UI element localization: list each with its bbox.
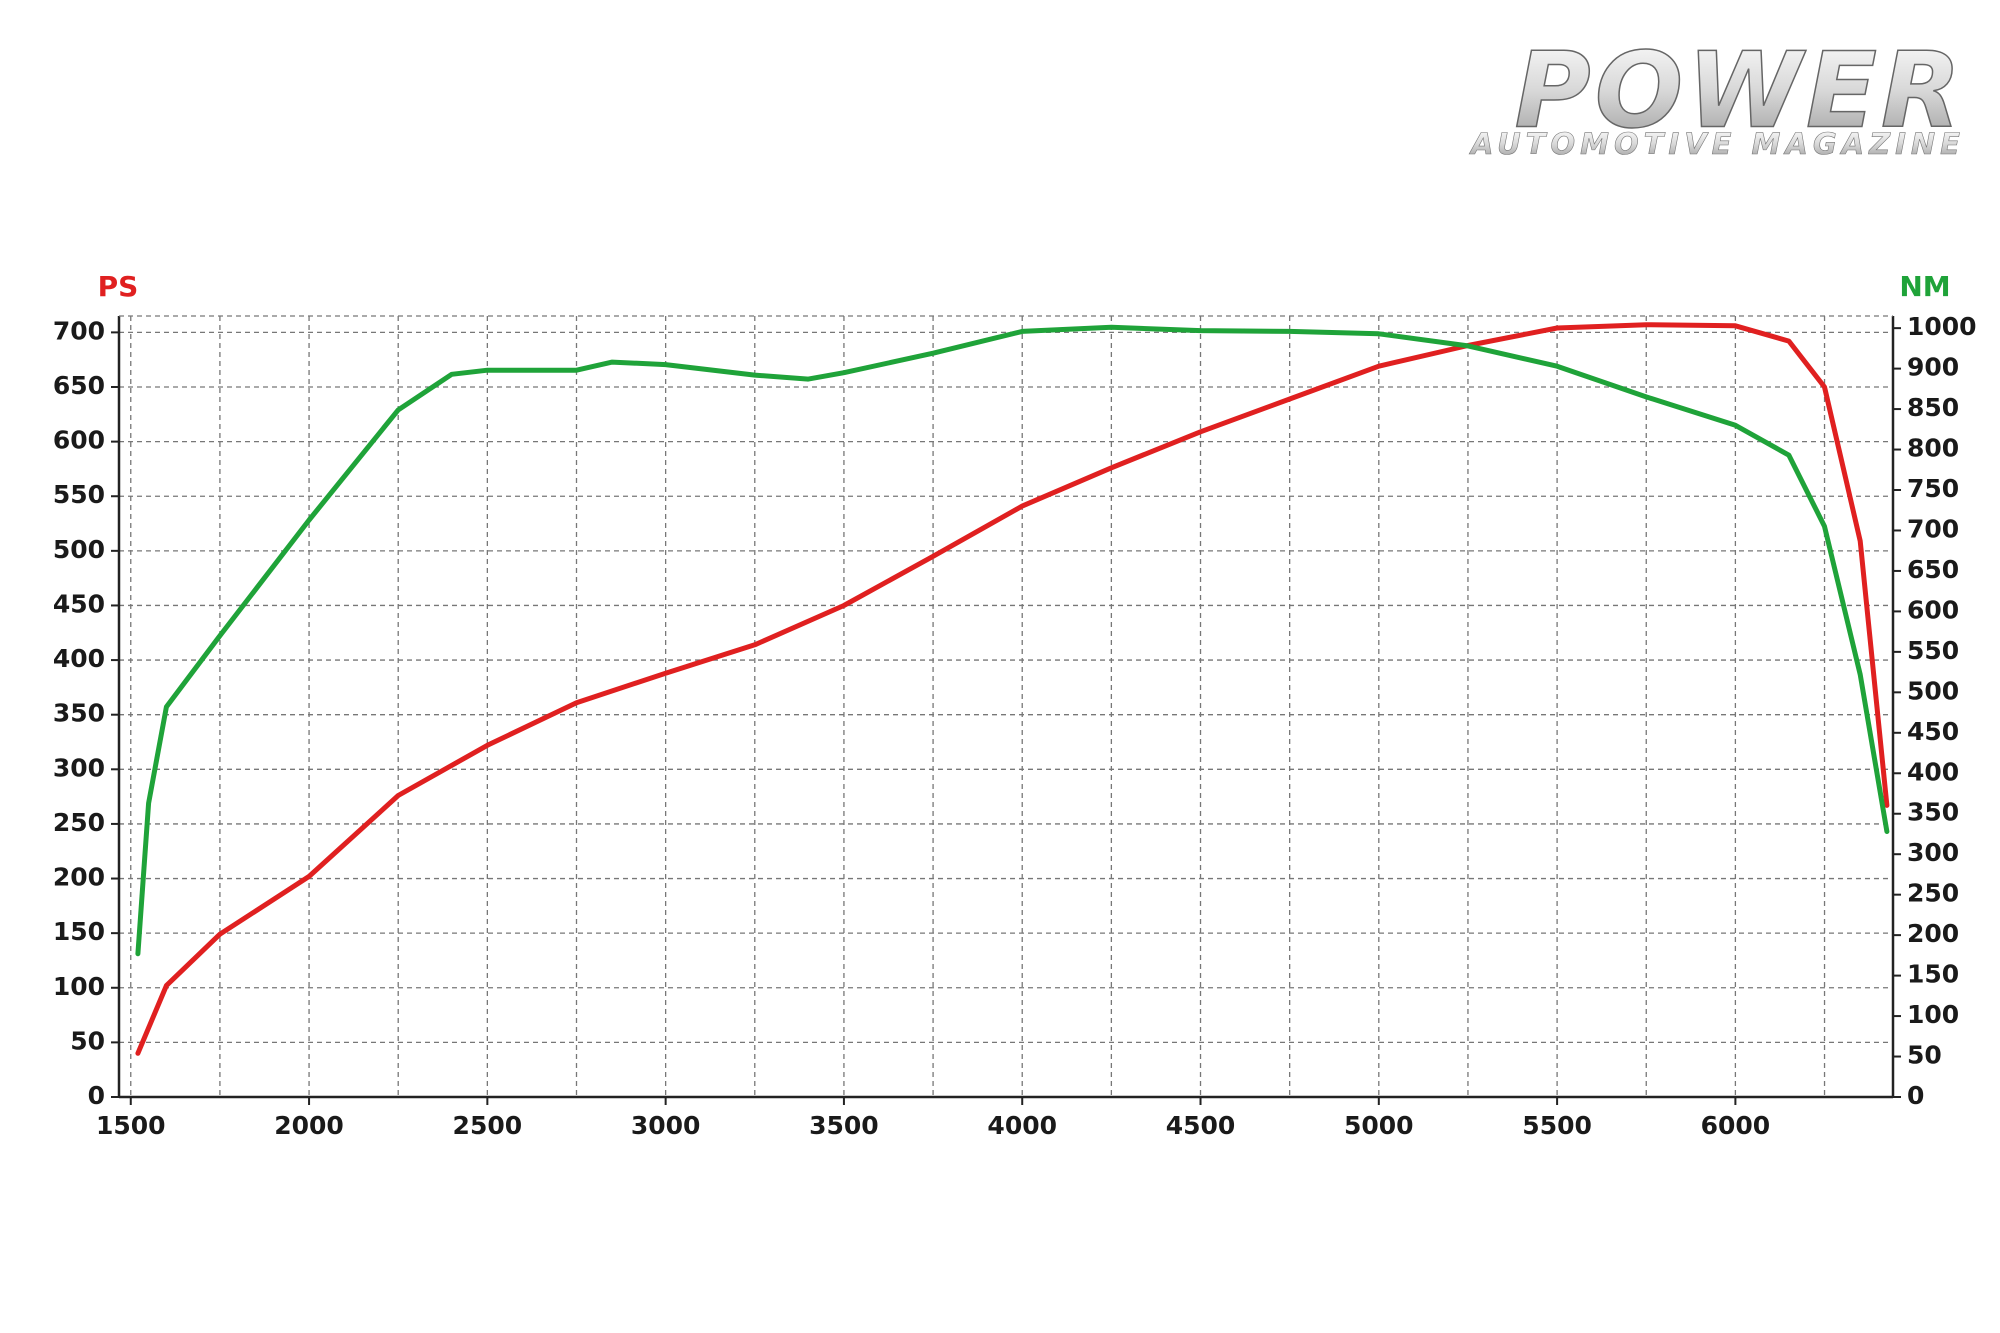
x-tick-label: 4000 bbox=[987, 1111, 1057, 1140]
y-axis-label: PS bbox=[98, 270, 139, 303]
y2-tick-label: 900 bbox=[1907, 353, 1959, 382]
x-tick-label: 6000 bbox=[1701, 1111, 1771, 1140]
data-line bbox=[135, 324, 1890, 957]
y-tick-label: 150 bbox=[53, 917, 105, 946]
y-tick-label: 100 bbox=[53, 972, 105, 1001]
y-tick-label: 600 bbox=[53, 426, 105, 455]
y2-tick-label: 100 bbox=[1907, 1000, 1959, 1029]
y-tick-label: 650 bbox=[53, 371, 105, 400]
y-tick-label: 0 bbox=[88, 1081, 105, 1110]
y2-tick-label: 800 bbox=[1907, 434, 1959, 463]
x-tick-label: 2500 bbox=[453, 1111, 523, 1140]
y2-tick-label: 250 bbox=[1907, 879, 1959, 908]
y2-tick-label: 450 bbox=[1907, 717, 1959, 746]
x-tick-label: 3000 bbox=[631, 1111, 701, 1140]
y2-tick-label: 700 bbox=[1907, 514, 1959, 543]
y2-tick-label: 1000 bbox=[1907, 312, 1977, 341]
y-tick-label: 200 bbox=[53, 863, 105, 892]
y2-tick-label: 200 bbox=[1907, 919, 1959, 948]
y2-tick-label: 500 bbox=[1907, 676, 1959, 705]
x-tick-label: 4500 bbox=[1166, 1111, 1236, 1140]
logo-title: POWER bbox=[1515, 29, 1965, 151]
x-tick-label: 1500 bbox=[96, 1111, 166, 1140]
y-tick-label: 350 bbox=[53, 699, 105, 728]
logo-subtitle: AUTOMOTIVE MAGAZINE bbox=[1469, 127, 1965, 161]
y2-tick-label: 50 bbox=[1907, 1041, 1942, 1070]
y2-tick-label: 650 bbox=[1907, 555, 1959, 584]
y2-tick-label: 300 bbox=[1907, 838, 1959, 867]
y2-tick-label: 550 bbox=[1907, 636, 1959, 665]
y2-tick-label: 750 bbox=[1907, 474, 1959, 503]
y2-tick-label: 0 bbox=[1907, 1081, 1924, 1110]
x-tick-label: 2000 bbox=[274, 1111, 344, 1140]
data-line bbox=[135, 322, 1890, 1056]
x-tick-label: 5500 bbox=[1522, 1111, 1592, 1140]
y-tick-label: 450 bbox=[53, 589, 105, 618]
y-tick-label: 500 bbox=[53, 535, 105, 564]
y2-tick-label: 350 bbox=[1907, 798, 1959, 827]
y-tick-label: 700 bbox=[53, 316, 105, 345]
y-tick-label: 550 bbox=[53, 480, 105, 509]
y-tick-label: 50 bbox=[70, 1026, 105, 1055]
x-tick-label: 5000 bbox=[1344, 1111, 1414, 1140]
y2-axis-label: NM bbox=[1899, 270, 1950, 303]
y2-tick-label: 150 bbox=[1907, 960, 1959, 989]
y2-tick-label: 850 bbox=[1907, 393, 1959, 422]
y-tick-label: 250 bbox=[53, 808, 105, 837]
y2-tick-label: 400 bbox=[1907, 757, 1959, 786]
x-tick-label: 3500 bbox=[809, 1111, 879, 1140]
y2-tick-label: 600 bbox=[1907, 595, 1959, 624]
y-tick-label: 400 bbox=[53, 644, 105, 673]
logo: POWER AUTOMOTIVE MAGAZINE bbox=[1469, 29, 1965, 162]
y-tick-label: 300 bbox=[53, 753, 105, 782]
